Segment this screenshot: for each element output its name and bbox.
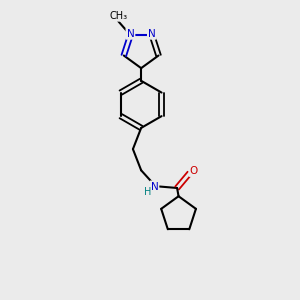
Text: N: N xyxy=(151,182,158,191)
Text: O: O xyxy=(190,166,198,176)
Text: N: N xyxy=(148,28,156,39)
Text: H: H xyxy=(144,187,151,197)
Text: N: N xyxy=(127,28,134,39)
Text: CH₃: CH₃ xyxy=(109,11,127,21)
